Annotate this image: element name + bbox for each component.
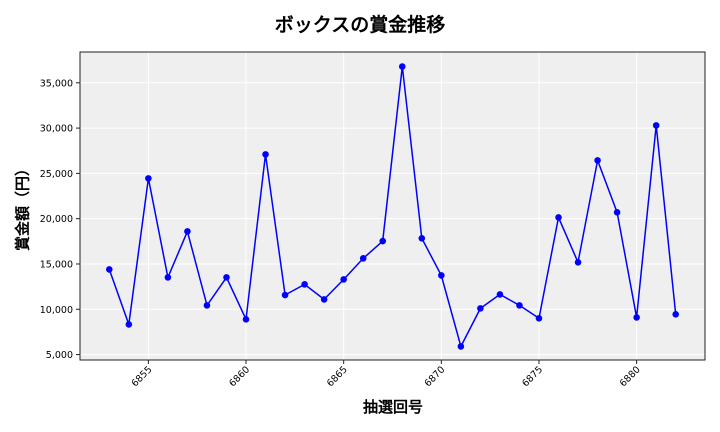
y-tick-label: 25,000 xyxy=(40,169,73,180)
x-tick-label: 6860 xyxy=(227,364,252,389)
data-point xyxy=(145,175,152,182)
y-tick-label: 20,000 xyxy=(40,214,73,225)
data-point xyxy=(496,291,504,298)
y-tick-label: 15,000 xyxy=(40,259,73,270)
data-point xyxy=(594,157,601,164)
data-point xyxy=(203,302,211,309)
x-tick-label: 6880 xyxy=(618,364,643,389)
data-point xyxy=(379,237,387,245)
data-point xyxy=(340,276,347,283)
x-tick-label: 6870 xyxy=(423,364,448,389)
chart-title: ボックスの賞金推移 xyxy=(274,14,446,36)
y-tick-label: 5,000 xyxy=(46,350,73,361)
data-point xyxy=(652,122,660,129)
x-axis-label: 抽選回号 xyxy=(362,398,423,416)
data-point xyxy=(281,291,289,299)
data-point xyxy=(633,314,640,321)
data-point xyxy=(301,281,308,288)
data-point xyxy=(320,296,328,303)
data-point xyxy=(555,214,562,221)
data-point xyxy=(438,272,445,279)
y-tick-label: 35,000 xyxy=(40,78,73,89)
data-point xyxy=(359,255,367,262)
y-axis: 5,000 10,000 15,000 20,000 25,000 30,000 35,00… xyxy=(40,78,80,361)
gridlines xyxy=(80,52,705,360)
data-point xyxy=(184,228,191,235)
x-tick-label: 6865 xyxy=(325,364,350,389)
data-series xyxy=(105,63,680,350)
data-point xyxy=(672,311,680,318)
data-point xyxy=(242,316,250,323)
y-tick-label: 30,000 xyxy=(40,124,73,135)
y-tick-label: 10,000 xyxy=(40,305,73,316)
x-axis: 6855 6860 6865 6870 6875 6880 xyxy=(130,360,643,389)
series-line xyxy=(108,66,677,349)
plot-area xyxy=(80,52,705,360)
data-point xyxy=(262,151,269,158)
data-point xyxy=(164,274,172,281)
x-tick-label: 6855 xyxy=(130,364,155,389)
data-point xyxy=(477,305,484,312)
data-point xyxy=(516,302,523,309)
data-point xyxy=(418,235,426,242)
x-tick-label: 6875 xyxy=(520,364,545,389)
data-point xyxy=(613,209,621,216)
data-point xyxy=(125,321,133,328)
data-point xyxy=(398,63,406,70)
data-point xyxy=(574,259,582,266)
data-point xyxy=(535,315,543,322)
data-point xyxy=(223,274,230,281)
data-point xyxy=(457,343,465,350)
plot-frame xyxy=(79,51,706,361)
data-point xyxy=(105,266,113,273)
